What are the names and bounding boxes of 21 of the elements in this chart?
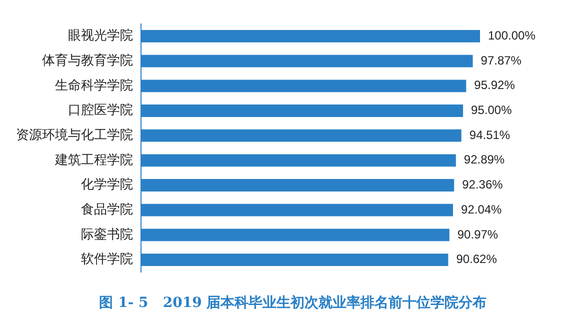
y-tick-label: 体育与教育学院 <box>42 52 133 68</box>
y-tick-label: 资源环境与化工学院 <box>16 126 133 143</box>
text: 图 1- 5 2019 届本科毕业生初次就业率排名前十位学院分布 <box>98 294 488 312</box>
y-tick-label: 口腔医学院 <box>68 103 133 118</box>
data-label: 92.36% <box>462 178 504 192</box>
data-label: 92.04% <box>461 202 502 216</box>
data-label: 95.00% <box>471 103 512 118</box>
data-label: 100.00% <box>488 28 536 43</box>
y-tick-label: 建筑工程学院 <box>54 152 133 168</box>
data-label: 97.87% <box>480 53 522 68</box>
y-tick-label: 眼视光学院 <box>68 28 133 44</box>
data-label: 90.97% <box>457 227 498 242</box>
y-tick-label: 生命科学学院 <box>55 78 133 94</box>
y-tick-label: 软件学院 <box>81 252 133 268</box>
data-label: 90.62% <box>456 252 498 266</box>
data-label: 92.89% <box>464 152 505 167</box>
y-tick-label: 食品学院 <box>81 202 133 218</box>
data-label: 95.92% <box>474 78 516 92</box>
y-tick-label: 际銮书院 <box>81 226 133 242</box>
data-label: 94.51% <box>469 128 510 142</box>
y-tick-label: 化学学院 <box>81 178 133 193</box>
